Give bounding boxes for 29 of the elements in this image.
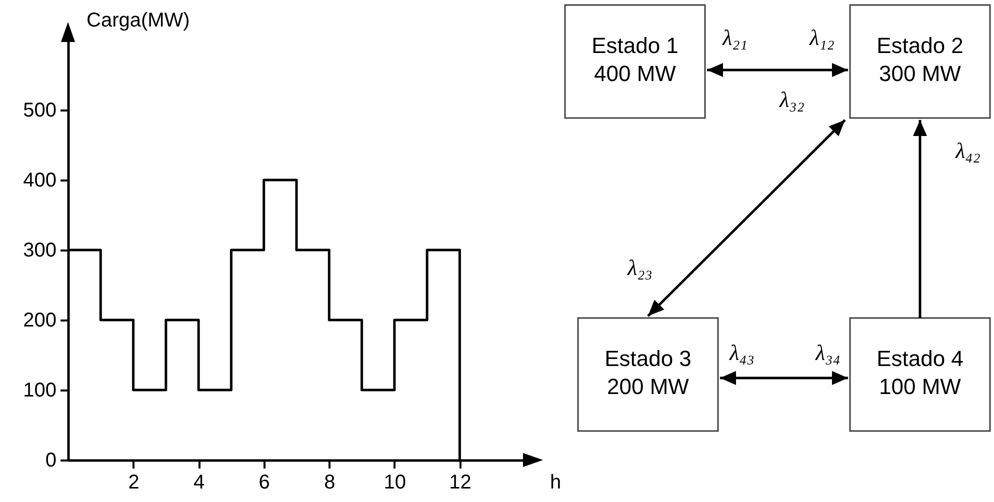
x-tick-label: 4: [194, 472, 205, 494]
x-axis-title: h: [550, 472, 562, 494]
x-tick-label: 2: [128, 472, 140, 494]
text: Estado 2: [876, 33, 964, 58]
x-tick-label: 10: [384, 472, 406, 494]
y-tick-label: 300: [23, 240, 56, 262]
y-tick-label: 200: [23, 310, 56, 332]
text: λ₂₁: [722, 25, 748, 50]
text: 200 MW: [607, 374, 690, 399]
text: 400 MW: [594, 61, 676, 86]
text: λ₁₂: [808, 25, 835, 50]
y-tick-label: 0: [45, 450, 56, 472]
text: Estado 1: [592, 33, 678, 58]
y-tick-label: 100: [23, 380, 56, 402]
x-tick-label: 6: [258, 472, 270, 494]
y-axis-title: Carga(MW): [86, 10, 190, 32]
text: Estado 4: [876, 346, 964, 371]
y-tick-label: 500: [23, 100, 56, 122]
y-tick-label: 400: [23, 170, 56, 192]
text: λ₂₃: [626, 255, 652, 280]
text: λ₄₃: [728, 340, 754, 365]
x-tick-label: 8: [324, 472, 336, 494]
text: 100 MW: [879, 374, 962, 399]
text: 300 MW: [879, 61, 962, 86]
text: λ₄₂: [954, 138, 981, 163]
x-tick-label: 12: [449, 472, 472, 494]
text: λ₃₂: [778, 87, 805, 112]
text: λ₃₄: [814, 340, 840, 365]
text: Estado 3: [604, 346, 692, 371]
